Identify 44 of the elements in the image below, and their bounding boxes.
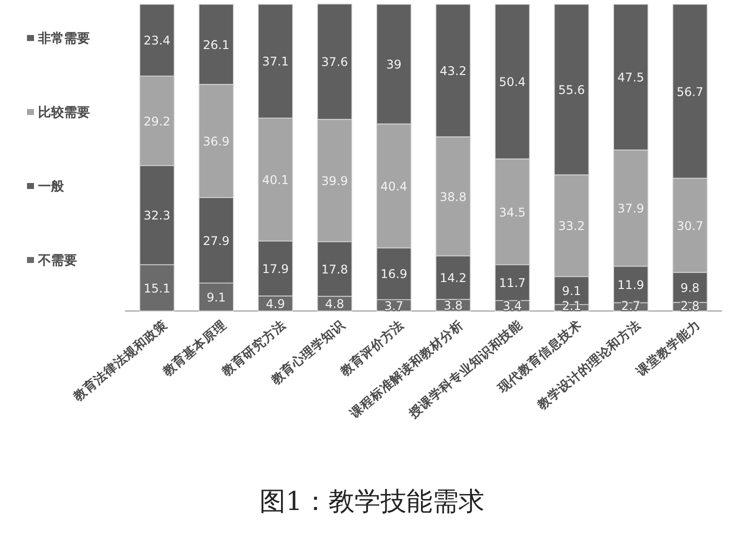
data-label: 55.6 [558,83,585,98]
data-label: 23.4 [144,34,170,48]
data-label: 2.8 [680,299,700,313]
data-label: 43.2 [440,64,466,78]
data-label: 17.9 [262,262,289,276]
data-label: 3.7 [384,298,404,313]
data-label: 9.1 [206,290,226,305]
data-label: 29.2 [144,114,170,128]
data-label: 50.4 [498,75,526,90]
data-label: 2.7 [621,299,640,313]
data-label: 11.9 [617,278,644,292]
data-label: 37.9 [617,202,644,216]
data-label: 14.2 [440,271,466,286]
data-label: 15.1 [144,281,170,296]
data-label: 9.1 [562,284,582,298]
data-label: 39 [386,58,402,72]
data-label: 47.5 [617,70,644,85]
data-label: 37.6 [321,55,348,70]
text: 图1：教学技能需求 [260,487,484,517]
data-label: 4.8 [325,297,344,312]
data-label: 34.5 [498,205,526,220]
data-label: 9.8 [680,280,700,295]
data-label: 39.9 [321,174,348,188]
data-label: 26.1 [202,38,230,52]
legend-label: 不需要 [37,254,77,269]
data-label: 32.3 [144,208,170,223]
data-label: 4.9 [266,296,285,311]
data-label: 11.7 [498,276,526,290]
data-label: 40.1 [262,173,289,188]
legend-label: 一般 [38,180,65,195]
data-label: 40.4 [380,179,408,194]
data-label: 3.4 [502,299,522,313]
data-label: 38.8 [440,190,466,204]
legend-label: 非常需要 [37,32,90,47]
data-label: 30.7 [676,218,704,233]
data-label: 33.2 [558,219,585,234]
legend-label: 比较需要 [38,104,90,121]
data-label: 36.9 [202,134,230,148]
data-label: 17.8 [321,262,348,276]
data-label: 37.1 [262,54,289,69]
data-label: 3.8 [444,298,463,313]
data-label: 27.9 [202,234,230,248]
data-label: 56.7 [676,84,704,99]
data-label: 16.9 [380,267,408,282]
